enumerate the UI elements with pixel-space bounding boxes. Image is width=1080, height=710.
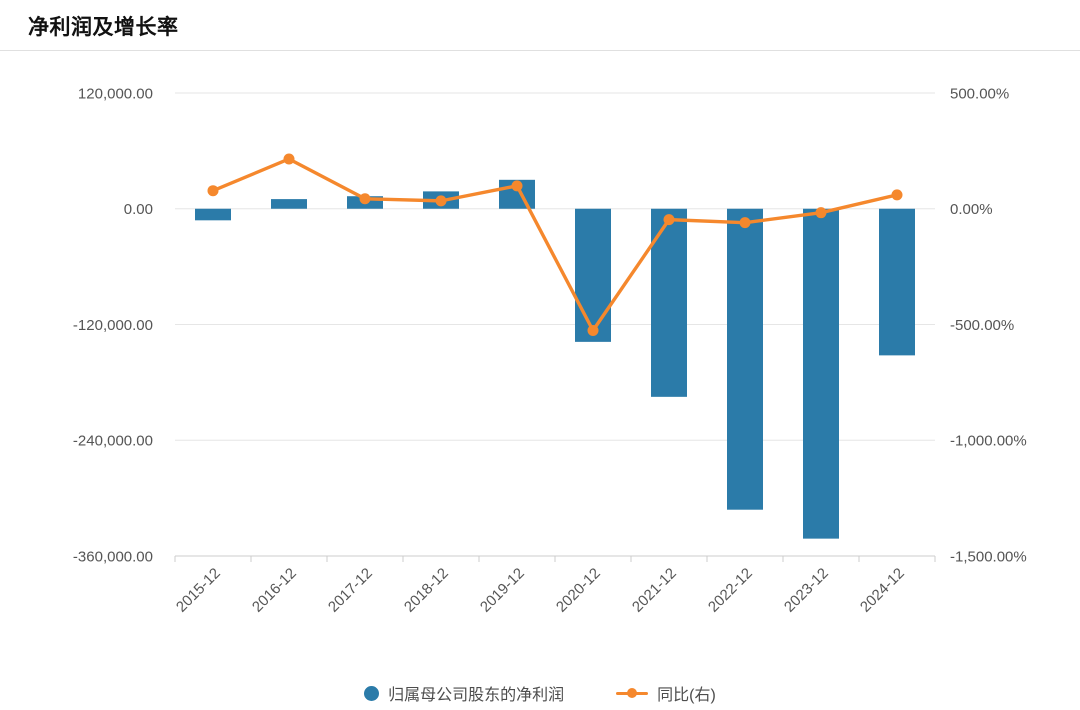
yoy-point-2021-12[interactable]: [663, 214, 675, 226]
yoy-point-2023-12[interactable]: [815, 207, 827, 219]
x-axis-label-2016-12: 2016-12: [249, 565, 300, 616]
bar-2023-12[interactable]: [803, 208, 839, 539]
line-series-marker-icon: [616, 687, 649, 699]
yoy-point-2015-12[interactable]: [207, 185, 219, 197]
right-axis-tick-label: -1,500.00%: [950, 548, 1027, 565]
yoy-point-2022-12[interactable]: [739, 217, 751, 229]
yoy-point-2024-12[interactable]: [891, 189, 903, 201]
right-axis-tick-label: -1,000.00%: [950, 433, 1027, 450]
legend-item-yoy[interactable]: 同比(右): [616, 681, 716, 705]
x-axis-label-2017-12: 2017-12: [325, 565, 376, 616]
right-axis-tick-label: -500.00%: [950, 317, 1014, 334]
left-axis-tick-label: -360,000.00: [73, 548, 153, 565]
x-axis-label-2020-12: 2020-12: [553, 565, 604, 616]
bar-2022-12[interactable]: [727, 208, 763, 510]
yoy-line: [211, 157, 899, 333]
x-axis-label-2018-12: 2018-12: [401, 565, 452, 616]
yoy-point-2017-12[interactable]: [359, 193, 371, 205]
yoy-point-2016-12[interactable]: [283, 153, 295, 165]
yoy-point-2020-12[interactable]: [587, 325, 599, 337]
bar-2024-12[interactable]: [879, 208, 915, 356]
chart-legend: 归属母公司股东的净利润 同比(右): [0, 676, 1080, 710]
left-axis-tick-label: -120,000.00: [73, 317, 153, 334]
legend-label-yoy: 同比(右): [657, 687, 716, 704]
left-axis-tick-label: -240,000.00: [73, 433, 153, 450]
bar-2016-12[interactable]: [271, 199, 307, 209]
x-axis-label-2019-12: 2019-12: [477, 565, 528, 616]
legend-item-net-profit[interactable]: 归属母公司股东的净利润: [364, 681, 564, 705]
right-axis-tick-label: 500.00%: [950, 85, 1009, 102]
x-axis-label-2021-12: 2021-12: [629, 565, 680, 616]
x-axis-label-2022-12: 2022-12: [705, 565, 756, 616]
bar-2015-12[interactable]: [195, 208, 231, 221]
yoy-point-2019-12[interactable]: [511, 180, 523, 192]
right-axis-tick-label: 0.00%: [950, 201, 993, 218]
yoy-point-2018-12[interactable]: [435, 195, 447, 207]
legend-label-net-profit: 归属母公司股东的净利润: [388, 687, 565, 704]
combo-chart: 120,000.00 0.00 -120,000.00 -240,000.00 -360…: [73, 85, 1027, 616]
chart-header: 净利润及增长率: [0, 0, 1080, 51]
bar-2020-12[interactable]: [575, 208, 611, 342]
left-axis-tick-label: 120,000.00: [78, 85, 153, 102]
x-axis-label-2023-12: 2023-12: [781, 565, 832, 616]
x-axis-label-2024-12: 2024-12: [857, 565, 908, 616]
left-axis-tick-label: 0.00: [124, 201, 153, 218]
chart-title: 净利润及增长率: [28, 16, 179, 39]
chart-area: 120,000.00 0.00 -120,000.00 -240,000.00 -360…: [0, 51, 1080, 674]
bar-series-marker-icon: [364, 685, 380, 701]
x-axis-label-2015-12: 2015-12: [173, 565, 224, 616]
